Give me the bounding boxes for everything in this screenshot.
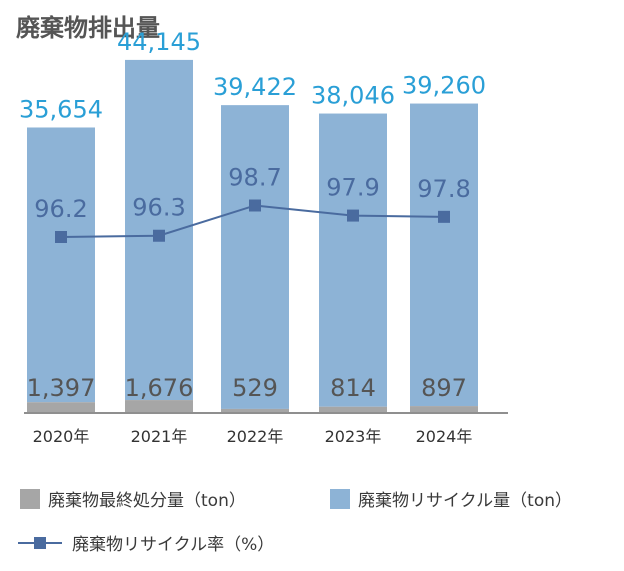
x-tick-label: 2020年 [33,427,90,446]
recycle-bar [27,127,95,403]
rate-marker [347,209,359,222]
legend-item-recycle-rate: 廃棄物リサイクル率（%） [18,530,274,555]
rate-marker [55,231,67,243]
recycle-value-label: 39,260 [402,72,486,100]
legend-label-disposal: 廃棄物最終処分量（ton） [48,491,246,511]
legend-label-recycle-rate: 廃棄物リサイクル率（%） [72,535,275,555]
disposal-value-label: 897 [421,374,467,402]
recycle-bar [410,103,478,407]
rate-value-label: 96.3 [132,194,185,222]
chart-title: 廃棄物排出量 [16,14,160,42]
recycle-bar [319,113,387,407]
bar-line-chart: 35,654 1,397 96.2 2020年 44,145 1,676 96.3 2021年… [19,28,508,446]
disposal-bar [27,402,95,413]
x-tick-label: 2021年 [131,427,188,446]
rate-value-label: 98.7 [228,164,281,192]
legend-item-recycle-amount: 廃棄物リサイクル量（ton） [330,486,572,511]
legend-label-recycle-amount: 廃棄物リサイクル量（ton） [358,491,572,511]
disposal-bar [125,400,193,413]
recycle-value-label: 39,422 [213,73,297,101]
legend-swatch-recycle-amount [330,488,350,509]
rate-marker [153,229,165,242]
rate-marker [438,210,450,223]
rate-value-label: 96.2 [34,195,87,223]
x-tick-label: 2023年 [325,427,382,446]
disposal-value-label: 529 [232,374,278,402]
recycle-value-label: 44,145 [117,28,201,56]
disposal-bar [221,408,289,413]
recycle-bar [221,105,289,409]
legend-swatch-recycle-rate [18,533,62,553]
x-tick-label: 2022年 [227,427,284,446]
disposal-bar [410,406,478,413]
recycle-value-label: 38,046 [311,82,395,110]
rate-value-label: 97.8 [417,175,470,203]
legend-swatch-disposal [20,488,40,509]
disposal-value-label: 814 [330,374,376,402]
disposal-value-label: 1,676 [125,374,194,402]
recycle-value-label: 35,654 [19,95,103,123]
legend-item-disposal: 廃棄物最終処分量（ton） [20,486,246,511]
disposal-value-label: 1,397 [27,374,96,402]
disposal-bar [319,406,387,413]
rate-value-label: 97.9 [326,174,379,202]
x-tick-label: 2024年 [416,427,473,446]
rate-marker [249,199,261,212]
